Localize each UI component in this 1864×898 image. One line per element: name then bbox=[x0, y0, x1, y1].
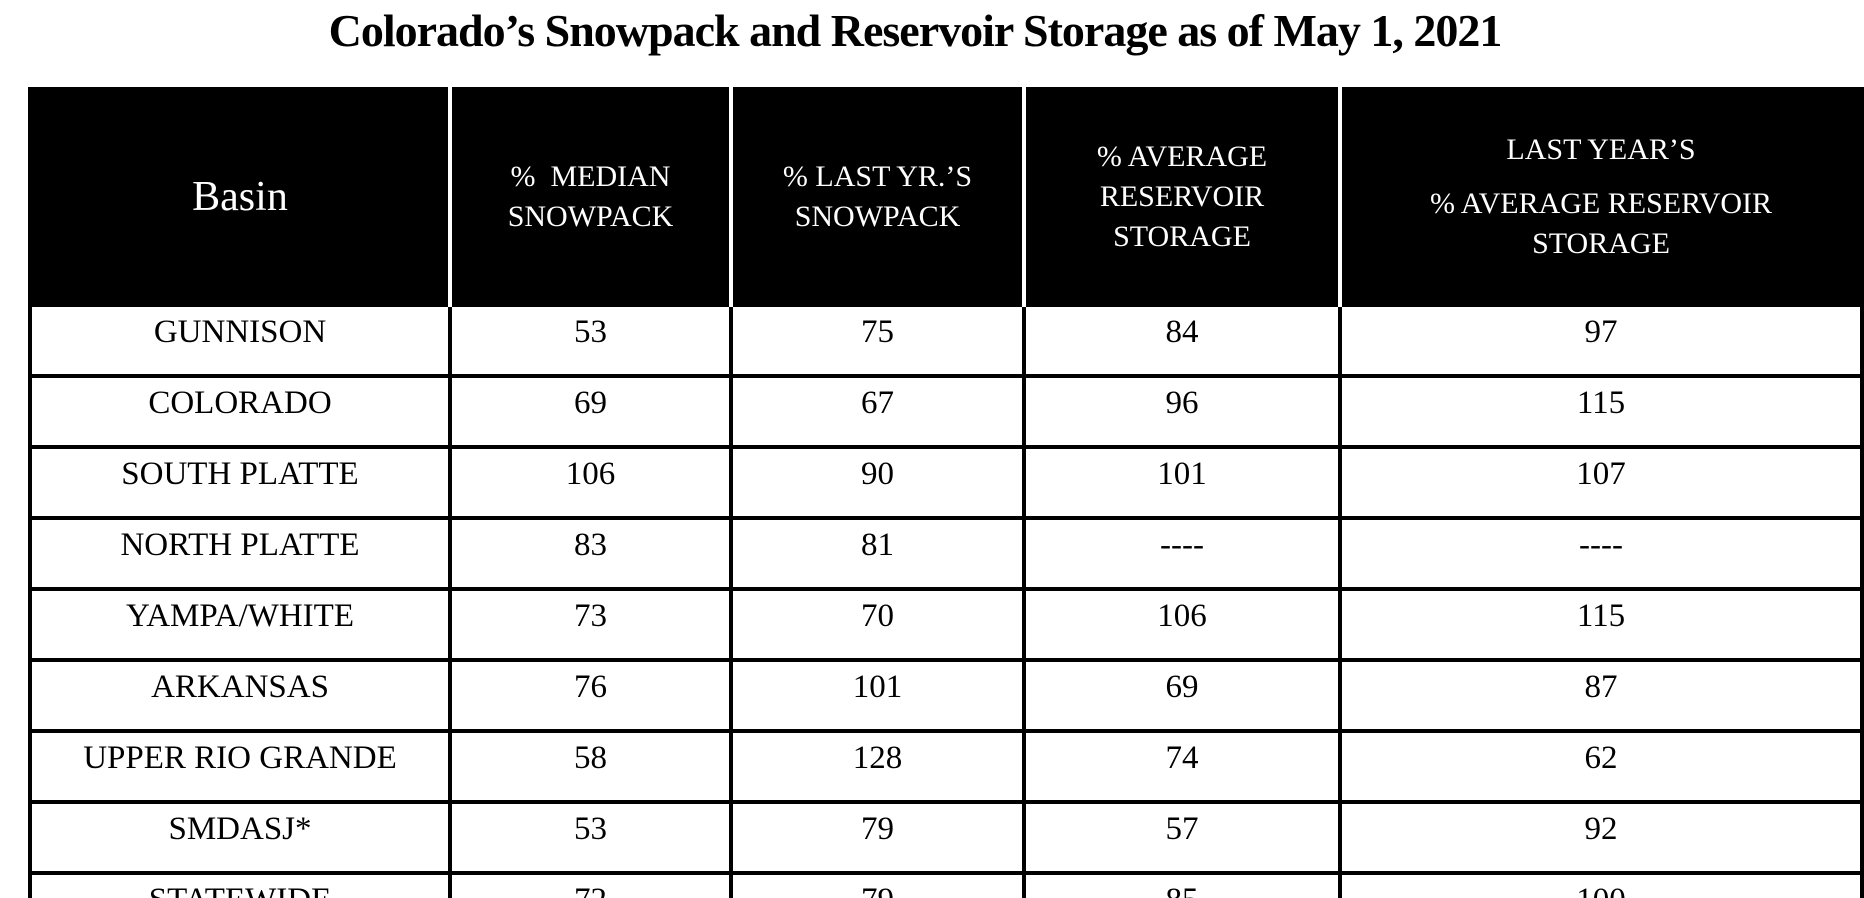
value-cell: 87 bbox=[1338, 658, 1864, 733]
table-row: SMDASJ* 53 79 57 92 bbox=[28, 800, 1864, 875]
basin-cell: ARKANSAS bbox=[28, 658, 452, 733]
column-header-line: STORAGE bbox=[1113, 220, 1251, 253]
value-cell: 115 bbox=[1338, 374, 1864, 449]
column-header-line: SNOWPACK bbox=[794, 200, 961, 233]
basin-cell: GUNNISON bbox=[28, 303, 452, 378]
table-row: COLORADO 69 67 96 115 bbox=[28, 374, 1864, 449]
value-cell: 100 bbox=[1338, 871, 1864, 898]
value-cell: 62 bbox=[1338, 729, 1864, 804]
table-row: STATEWIDE 72 79 85 100 bbox=[28, 871, 1864, 898]
value-cell: 53 bbox=[448, 800, 733, 875]
column-header-line: % AVERAGE bbox=[1096, 140, 1268, 173]
value-cell: 107 bbox=[1338, 445, 1864, 520]
basin-cell: YAMPA/WHITE bbox=[28, 587, 452, 662]
value-cell: 72 bbox=[448, 871, 733, 898]
value-cell: 73 bbox=[448, 587, 733, 662]
column-header-pct-average-reservoir-storage: % AVERAGE RESERVOIR STORAGE bbox=[1022, 89, 1340, 305]
column-header-line: RESERVOIR bbox=[1099, 180, 1265, 213]
value-cell: 101 bbox=[1022, 445, 1342, 520]
value-cell: 76 bbox=[448, 658, 733, 733]
value-cell: 128 bbox=[729, 729, 1026, 804]
value-cell: 67 bbox=[729, 374, 1026, 449]
column-header-line: % LAST YR.’S bbox=[782, 160, 973, 193]
value-cell: 83 bbox=[448, 516, 733, 591]
table-row: GUNNISON 53 75 84 97 bbox=[28, 303, 1864, 378]
table-row: ARKANSAS 76 101 69 87 bbox=[28, 658, 1864, 733]
value-cell: ---- bbox=[1022, 516, 1342, 591]
value-cell: 79 bbox=[729, 800, 1026, 875]
basin-cell: UPPER RIO GRANDE bbox=[28, 729, 452, 804]
basin-cell: SMDASJ* bbox=[28, 800, 452, 875]
value-cell: 101 bbox=[729, 658, 1026, 733]
column-header-basin-label: Basin bbox=[192, 174, 288, 220]
value-cell: 85 bbox=[1022, 871, 1342, 898]
value-cell: ---- bbox=[1338, 516, 1864, 591]
basin-cell: STATEWIDE bbox=[28, 871, 452, 898]
column-header-last-years-pct-average-reservoir-storage: LAST YEAR’S % AVERAGE RESERVOIR STORAGE bbox=[1338, 89, 1862, 305]
column-header-pct-median-snowpack: % MEDIAN SNOWPACK bbox=[448, 89, 731, 305]
value-cell: 115 bbox=[1338, 587, 1864, 662]
column-header-line: LAST YEAR’S bbox=[1506, 133, 1696, 166]
table-row: SOUTH PLATTE 106 90 101 107 bbox=[28, 445, 1864, 520]
basin-cell: COLORADO bbox=[28, 374, 452, 449]
value-cell: 74 bbox=[1022, 729, 1342, 804]
value-cell: 69 bbox=[448, 374, 733, 449]
value-cell: 69 bbox=[1022, 658, 1342, 733]
basin-cell: NORTH PLATTE bbox=[28, 516, 452, 591]
value-cell: 92 bbox=[1338, 800, 1864, 875]
table-row: NORTH PLATTE 83 81 ---- ---- bbox=[28, 516, 1864, 591]
column-header-basin: Basin bbox=[30, 89, 450, 305]
header-row: Basin % MEDIAN SNOWPACK % LAST YR.’S SNO… bbox=[30, 89, 1862, 305]
table-header: Basin % MEDIAN SNOWPACK % LAST YR.’S SNO… bbox=[30, 89, 1862, 305]
basin-cell: SOUTH PLATTE bbox=[28, 445, 452, 520]
column-header-pct-last-yr-snowpack: % LAST YR.’S SNOWPACK bbox=[729, 89, 1024, 305]
value-cell: 70 bbox=[729, 587, 1026, 662]
value-cell: 79 bbox=[729, 871, 1026, 898]
value-cell: 58 bbox=[448, 729, 733, 804]
value-cell: 106 bbox=[448, 445, 733, 520]
value-cell: 96 bbox=[1022, 374, 1342, 449]
table-row: UPPER RIO GRANDE 58 128 74 62 bbox=[28, 729, 1864, 804]
value-cell: 106 bbox=[1022, 587, 1342, 662]
table-row: YAMPA/WHITE 73 70 106 115 bbox=[28, 587, 1864, 662]
value-cell: 81 bbox=[729, 516, 1026, 591]
value-cell: 57 bbox=[1022, 800, 1342, 875]
snowpack-reservoir-table: Basin % MEDIAN SNOWPACK % LAST YR.’S SNO… bbox=[28, 87, 1864, 898]
value-cell: 53 bbox=[448, 303, 733, 378]
page-title: Colorado’s Snowpack and Reservoir Storag… bbox=[328, 5, 1503, 56]
value-cell: 84 bbox=[1022, 303, 1342, 378]
table-body: GUNNISON 53 75 84 97 COLORADO 69 67 96 1… bbox=[28, 303, 1864, 898]
value-cell: 75 bbox=[729, 303, 1026, 378]
column-header-line: % MEDIAN bbox=[510, 160, 671, 193]
column-header-line: SNOWPACK bbox=[507, 200, 674, 233]
value-cell: 90 bbox=[729, 445, 1026, 520]
value-cell: 97 bbox=[1338, 303, 1864, 378]
column-header-line: % AVERAGE RESERVOIR STORAGE bbox=[1429, 187, 1773, 260]
